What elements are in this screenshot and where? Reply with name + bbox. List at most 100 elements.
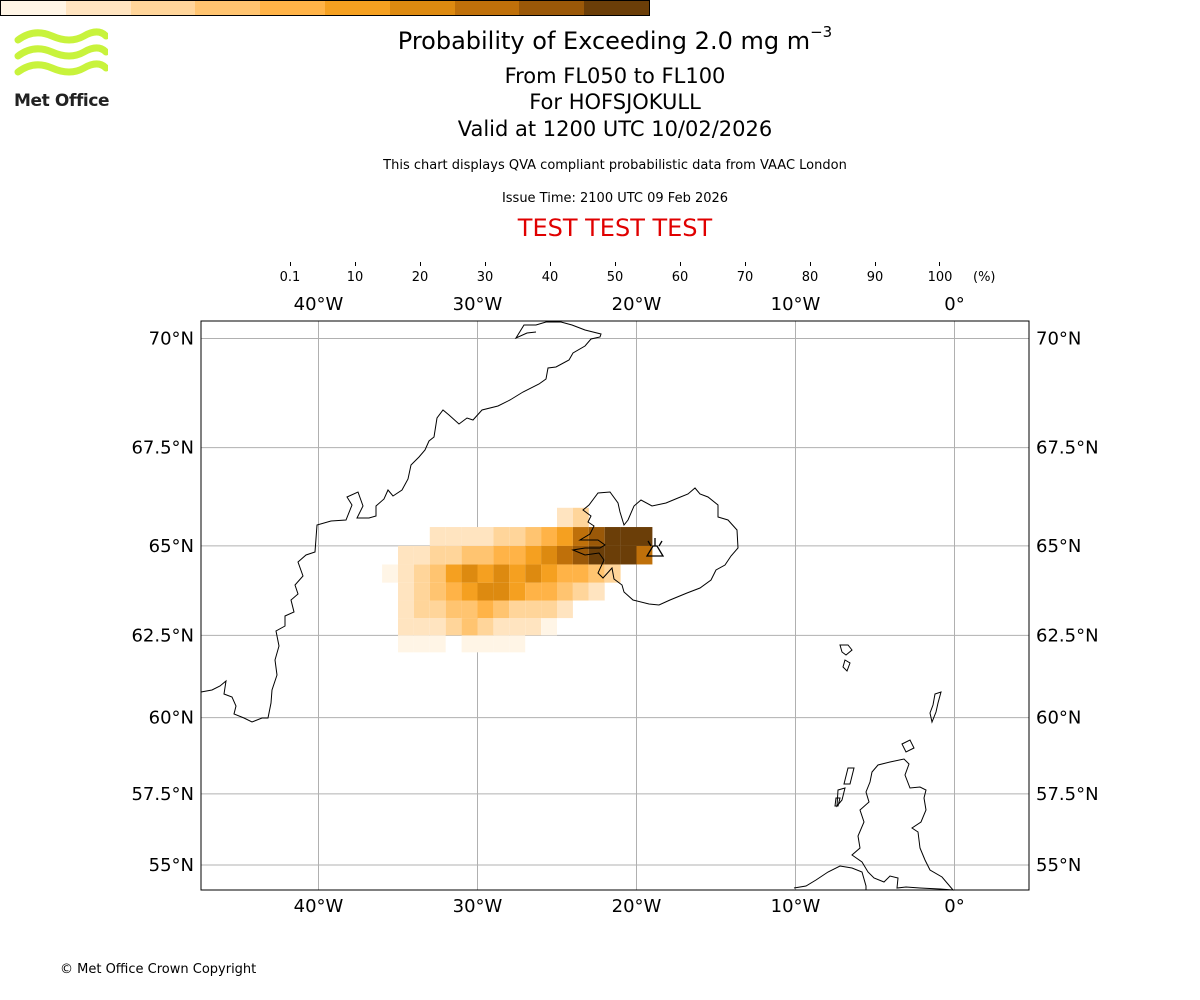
ireland-coast	[793, 865, 867, 890]
ash-probability-cell	[493, 564, 510, 583]
logo-waves	[14, 28, 108, 76]
ash-probability-cell	[604, 545, 621, 565]
ash-probability-cell	[398, 564, 414, 583]
lon-tick-label: 20°W	[612, 294, 662, 315]
colorbar-segment	[1, 1, 66, 15]
ash-probability-cell	[461, 527, 478, 546]
ash-probability-cell	[541, 545, 557, 565]
chart-title: Probability of Exceeding 2.0 mg m−3	[0, 23, 1200, 55]
ash-probability-cell	[509, 600, 526, 619]
colorbar-tick-label: 30	[476, 270, 494, 285]
ash-probability-cell	[461, 545, 478, 565]
lat-tick-label: 60°N	[149, 708, 194, 729]
issue-time: Issue Time: 2100 UTC 09 Feb 2026	[501, 191, 729, 206]
colorbar-segment	[260, 1, 325, 15]
ash-probability-cell	[398, 600, 414, 619]
ash-probability-cell	[572, 507, 589, 528]
ash-probability-cell	[636, 545, 653, 565]
lat-tick-label: 65°N	[149, 536, 194, 557]
volcano-source-marker	[645, 538, 665, 557]
lon-tick-label: 20°W	[612, 896, 662, 917]
ash-probability-cell	[509, 635, 526, 653]
ash-probability-cell	[429, 635, 446, 653]
colorbar-tick	[485, 262, 486, 266]
ash-probability-cell	[493, 527, 510, 546]
ash-probability-cell	[557, 545, 573, 565]
axis-tick-labels: 40°W 40°W 30°W 30°W 20°W 20°W 10°W 10°W 0° 0° 70°N…	[131, 294, 1098, 917]
ash-probability-cell	[509, 564, 526, 583]
graticule	[201, 321, 1029, 890]
colorbar-tick	[875, 262, 876, 266]
lon-tick-label: 30°W	[453, 896, 503, 917]
lon-tick-label: 0°	[944, 896, 964, 917]
ash-probability-cell	[461, 600, 478, 619]
lon-tick-label: 40°W	[294, 294, 344, 315]
ash-probability-cell	[398, 545, 414, 565]
copyright: © Met Office Crown Copyright	[60, 962, 257, 977]
colorbar-tick-label: 90	[866, 270, 884, 285]
ash-probability-cell	[525, 618, 542, 636]
colorbar-segment	[65, 1, 131, 15]
ash-probability-cell	[493, 545, 510, 565]
ash-probability-cell	[477, 545, 494, 565]
ash-probability-cell	[509, 527, 526, 546]
ash-probability-cell	[588, 527, 605, 546]
ash-probability-cell	[588, 582, 605, 601]
ash-probability-cell	[382, 564, 398, 583]
ash-probability-cell	[413, 635, 430, 653]
colorbar-tick	[615, 262, 616, 266]
lat-tick-label: 70°N	[1036, 329, 1081, 350]
colorbar-segment	[389, 1, 455, 15]
ash-probability-cell	[525, 582, 542, 601]
ash-probability-cell	[477, 600, 494, 619]
lon-tick-label: 0°	[944, 294, 964, 315]
colorbar-tick-label: 0.1	[279, 270, 301, 285]
colorbar-tick	[420, 262, 421, 266]
lat-tick-label: 62.5°N	[1036, 625, 1099, 646]
ash-probability-cell	[509, 618, 526, 636]
map-frame	[200, 320, 1030, 891]
ash-probability-cell	[429, 564, 446, 583]
ash-probability-cell	[429, 618, 446, 636]
ash-probability-cell	[557, 582, 573, 601]
colorbar-segment	[324, 1, 390, 15]
colorbar	[0, 0, 650, 16]
ash-probability-cell	[477, 527, 494, 546]
ash-probability-cell	[445, 527, 462, 546]
iceland-coast	[571, 487, 739, 606]
ash-probability-cell	[541, 600, 557, 619]
ash-probability-cell	[429, 527, 446, 546]
ash-probability-cell	[429, 600, 446, 619]
logo-text: Met Office	[14, 91, 110, 111]
ash-probability-cell	[413, 545, 430, 565]
lat-tick-label: 57.5°N	[1036, 784, 1099, 805]
ash-probability-cell	[557, 564, 573, 583]
colorbar-tick-label: 60	[671, 270, 689, 285]
colorbar-tick	[745, 262, 746, 266]
lat-tick-label: 62.5°N	[131, 625, 194, 646]
ash-probability-cell	[557, 527, 573, 546]
ash-probability-cell	[525, 564, 542, 583]
title-prefix: Probability of Exceeding 2.0 mg m	[397, 27, 811, 55]
ash-probability-cell	[398, 635, 414, 653]
lat-tick-label: 67.5°N	[131, 438, 194, 459]
ash-probability-cell	[493, 582, 510, 601]
ash-probability-cell	[525, 527, 542, 546]
ash-probability-cell	[572, 582, 589, 601]
colorbar-unit: (%)	[973, 270, 996, 285]
ash-probability-cell	[398, 582, 414, 601]
ash-probability-cell	[429, 545, 446, 565]
colorbar-tick	[680, 262, 681, 266]
subtitle: This chart displays QVA compliant probab…	[383, 158, 847, 173]
ash-probability-cell	[429, 582, 446, 601]
ash-probability-layer	[382, 507, 653, 653]
ash-probability-cell	[572, 527, 589, 546]
colorbar-tick	[810, 262, 811, 266]
ash-probability-cell	[588, 545, 605, 565]
colorbar-segment	[519, 1, 585, 15]
colorbar-tick-label: 10	[346, 270, 364, 285]
ash-probability-cell	[636, 527, 653, 546]
colorbar-segment	[454, 1, 520, 15]
ash-probability-cell	[557, 507, 573, 528]
